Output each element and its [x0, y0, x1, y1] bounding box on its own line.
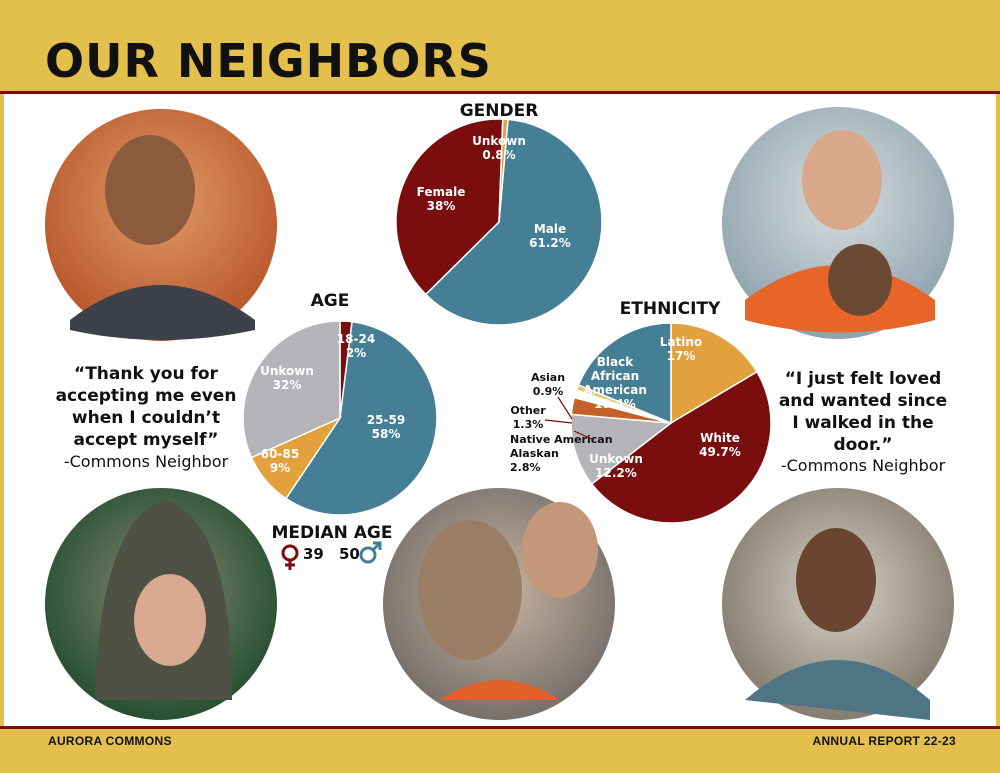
photo-woman-hooded: [45, 488, 277, 720]
age-label-unknown-line-1: Unkown: [260, 364, 314, 378]
ethnicity-label-native-line-1: Native American: [510, 433, 613, 446]
ethnicity-label-unknown-line-1: Unkown: [589, 452, 643, 466]
age-label-unknown-line-2: 32%: [273, 378, 302, 392]
photo-man-portrait: [722, 488, 954, 720]
ethnicity-leader-other: [544, 419, 573, 424]
gender-label-female-line-2: 38%: [427, 199, 456, 213]
male-symbol-icon: [359, 541, 382, 564]
gender-pie-chart: [395, 118, 603, 326]
ethnicity-chart-title: ETHNICITY: [620, 299, 721, 319]
ethnicity-label-unknown-line-2: 12.2%: [595, 466, 637, 480]
ethnicity-label-native-line-2: Alaskan: [510, 447, 559, 460]
quote-left-line-1: “Thank you for: [74, 364, 219, 384]
age-label-25-59-line-2: 58%: [372, 427, 401, 441]
header-band: [0, 0, 1000, 92]
ethnicity-label-native-line-3: 2.8%: [510, 461, 541, 474]
gender-slice-female: [395, 118, 504, 296]
ethnicity-label-asian-line-2: 0.9%: [533, 385, 564, 398]
footer-rule: [0, 726, 1000, 729]
ethnicity-label-other-line-1: Other: [510, 404, 546, 417]
age-label-18-24-line-1: 18-24: [337, 332, 375, 346]
ethnicity-label-white-line-1: White: [700, 431, 740, 445]
ethnicity-label-black-line-2: African: [591, 369, 639, 383]
quote-right: “I just felt loved and wanted since I wa…: [779, 369, 947, 475]
quote-right-line-2: and wanted since: [779, 391, 947, 411]
gender-label-male-line-1: Male: [534, 222, 566, 236]
female-symbol-icon: [281, 544, 299, 570]
median-age-male: 50: [339, 545, 360, 563]
ethnicity-label-latino-line-2: 17%: [667, 349, 696, 363]
ethnicity-pie-chart: [570, 322, 772, 524]
ethnicity-slice-black-african-american: [577, 322, 672, 425]
gender-label-female-line-1: Female: [417, 185, 466, 199]
ethnicity-slice-unkown: [570, 413, 673, 486]
ethnicity-label-latino-line-1: Latino: [660, 335, 702, 349]
age-label-25-59-line-1: 25-59: [367, 413, 405, 427]
ethnicity-label-black-line-3: American: [583, 383, 647, 397]
quote-right-line-3: I walked in the: [792, 413, 933, 433]
age-slice-25-59: [284, 320, 438, 516]
quote-right-line-1: “I just felt loved: [785, 369, 942, 389]
photo-man-smiling: [45, 109, 277, 341]
footer-report-label: ANNUAL REPORT 22-23: [812, 734, 956, 748]
ethnicity-label-white-line-2: 49.7%: [699, 445, 741, 459]
age-pie-chart: [242, 320, 438, 516]
quote-left-line-3: when I couldn’t: [72, 408, 220, 428]
ethnicity-label-black-line-4: 19.4%: [594, 397, 636, 411]
age-label-60-85-line-1: 60-85: [261, 447, 299, 461]
quote-right-attribution: -Commons Neighbor: [781, 456, 946, 475]
gender-label-unknown-line-1: Unkown: [472, 134, 526, 148]
gender-slice-unkown: [498, 118, 509, 223]
ethnicity-leader-native: [573, 430, 595, 441]
header-rule: [0, 91, 1000, 94]
quote-left-line-4: accept myself”: [74, 430, 219, 450]
ethnicity-slice-latino: [670, 322, 758, 425]
quote-left-attribution: -Commons Neighbor: [64, 452, 229, 471]
median-age-block: MEDIAN AGE 39 50: [272, 523, 393, 570]
photo-man-kissing-dog: [383, 488, 615, 720]
ethnicity-leader-asian: [557, 396, 573, 420]
ethnicity-label-asian-line-1: Asian: [531, 371, 565, 384]
ethnicity-label-other-line-2: 1.3%: [513, 418, 544, 431]
gender-label-male-line-2: 61.2%: [529, 236, 571, 250]
ethnicity-label-black-line-1: Black: [597, 355, 634, 369]
median-age-title: MEDIAN AGE: [272, 523, 393, 543]
age-chart-title: AGE: [311, 291, 350, 311]
age-slice-unkown: [242, 320, 341, 459]
page-title: OUR NEIGHBORS: [45, 34, 492, 88]
photo-woman-with-dog: [722, 107, 954, 339]
footer-org-name: AURORA COMMONS: [48, 734, 172, 748]
gender-slice-male: [424, 118, 603, 326]
quote-left: “Thank you for accepting me even when I …: [56, 364, 237, 471]
age-label-60-85-line-2: 9%: [270, 461, 290, 475]
quote-right-line-4: door.”: [833, 435, 892, 455]
gender-label-unknown-line-2: 0.8%: [482, 148, 515, 162]
ethnicity-slice-white: [590, 370, 772, 524]
age-label-18-24-line-2: 2%: [346, 346, 366, 360]
quote-left-line-2: accepting me even: [56, 386, 237, 406]
median-age-female: 39: [303, 545, 324, 563]
gender-chart-title: GENDER: [460, 101, 539, 121]
pie-slice-labels: Male61.2%Female38%Unkown0.8%18-242%25-59…: [260, 134, 741, 480]
